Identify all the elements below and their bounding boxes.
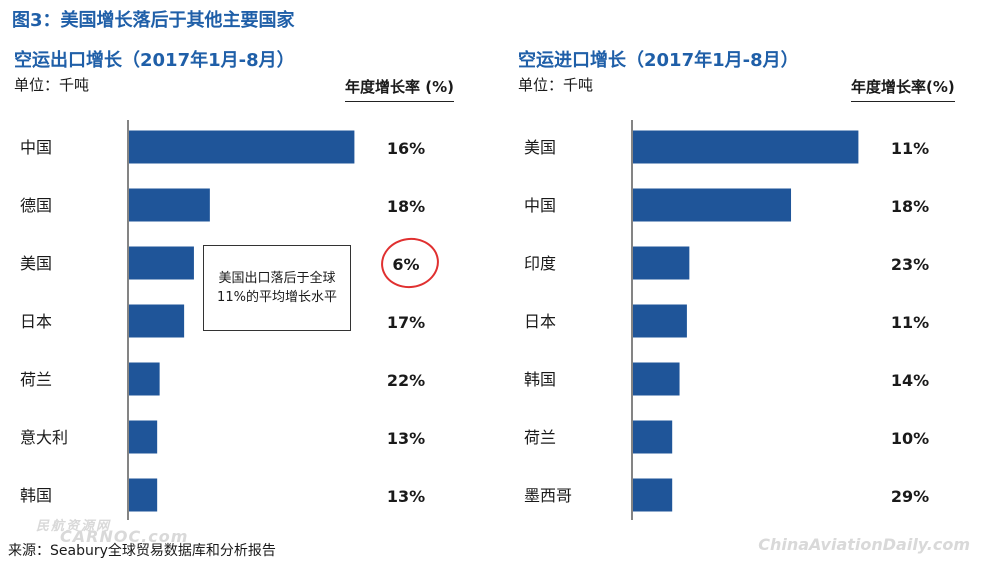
export-bar <box>129 420 158 454</box>
import-bar <box>633 420 673 454</box>
import-category-label: 美国 <box>524 138 556 157</box>
export-growth-label: 6% <box>392 255 419 274</box>
source-note: 来源：Seabury全球贸易数据库和分析报告 <box>8 543 276 559</box>
import-growth-header: 年度增长率(%) <box>851 76 955 102</box>
import-bar <box>633 304 687 338</box>
export-growth-label: 22% <box>387 371 425 390</box>
export-chart-title: 空运出口增长（2017年1月-8月） <box>14 50 295 71</box>
export-bar <box>129 246 194 280</box>
export-category-label: 意大利 <box>20 428 68 447</box>
export-growth-header: 年度增长率 (%) <box>345 76 454 102</box>
export-growth-label: 13% <box>387 487 425 506</box>
import-growth-label: 23% <box>891 255 929 274</box>
import-bar-chart: 美国 11% 中国 18% 印度 23% 日本 11% 韩国 14% 荷兰 10% 墨西哥 29% <box>524 120 929 520</box>
export-growth-label: 16% <box>387 139 425 158</box>
import-category-label: 印度 <box>524 254 556 273</box>
us-export-callout: 美国出口落后于全球 11%的平均增长水平 <box>203 245 351 331</box>
import-bar <box>633 362 680 396</box>
watermark-carnoc: CARNOC.com <box>60 527 189 546</box>
export-bar <box>129 362 160 396</box>
export-bar <box>129 478 158 512</box>
export-category-label: 美国 <box>20 254 52 273</box>
import-bar <box>633 188 792 222</box>
import-category-label: 墨西哥 <box>524 486 572 505</box>
export-category-label: 日本 <box>20 312 52 331</box>
callout-line-1: 美国出口落后于全球 <box>218 271 336 286</box>
export-category-label: 韩国 <box>20 486 52 505</box>
import-bar <box>633 246 690 280</box>
import-growth-label: 11% <box>891 313 929 332</box>
import-growth-label: 18% <box>891 197 929 216</box>
export-growth-label: 17% <box>387 313 425 332</box>
import-unit-label: 单位：千吨 <box>518 76 594 94</box>
export-growth-label: 13% <box>387 429 425 448</box>
import-panel: 空运进口增长（2017年1月-8月） 单位：千吨 年度增长率(%) 美国 11% 中… <box>518 0 998 520</box>
export-panel: 空运出口增长（2017年1月-8月） 单位：千吨 年度增长率 (%) 中国 16%… <box>14 0 494 520</box>
figure-title: 图3：美国增长落后于其他主要国家 <box>12 10 295 31</box>
watermark-carnoc-cn: 民航资源网 <box>36 519 112 534</box>
import-growth-label: 10% <box>891 429 929 448</box>
import-growth-label: 29% <box>891 487 929 506</box>
import-bar <box>633 130 859 164</box>
export-category-label: 中国 <box>20 138 52 157</box>
export-category-label: 荷兰 <box>20 370 52 389</box>
import-chart-title: 空运进口增长（2017年1月-8月） <box>518 50 799 71</box>
import-growth-label: 11% <box>891 139 929 158</box>
export-bar <box>129 130 355 164</box>
export-unit-label: 单位：千吨 <box>14 76 90 94</box>
import-category-label: 荷兰 <box>524 428 556 447</box>
export-bar <box>129 304 185 338</box>
import-bar <box>633 478 673 512</box>
import-category-label: 韩国 <box>524 370 556 389</box>
export-bar <box>129 188 210 222</box>
watermark-chinaaviationdaily: ChinaAviationDaily.com <box>758 535 970 554</box>
import-category-label: 中国 <box>524 196 556 215</box>
export-bar-chart: 中国 16% 德国 18% 美国 6% 日本 17% 荷兰 22% 意大利 13% 韩国 13% <box>20 120 425 520</box>
import-growth-label: 14% <box>891 371 929 390</box>
export-category-label: 德国 <box>20 196 52 215</box>
import-category-label: 日本 <box>524 312 556 331</box>
export-growth-label: 18% <box>387 197 425 216</box>
callout-line-2: 11%的平均增长水平 <box>217 290 337 305</box>
